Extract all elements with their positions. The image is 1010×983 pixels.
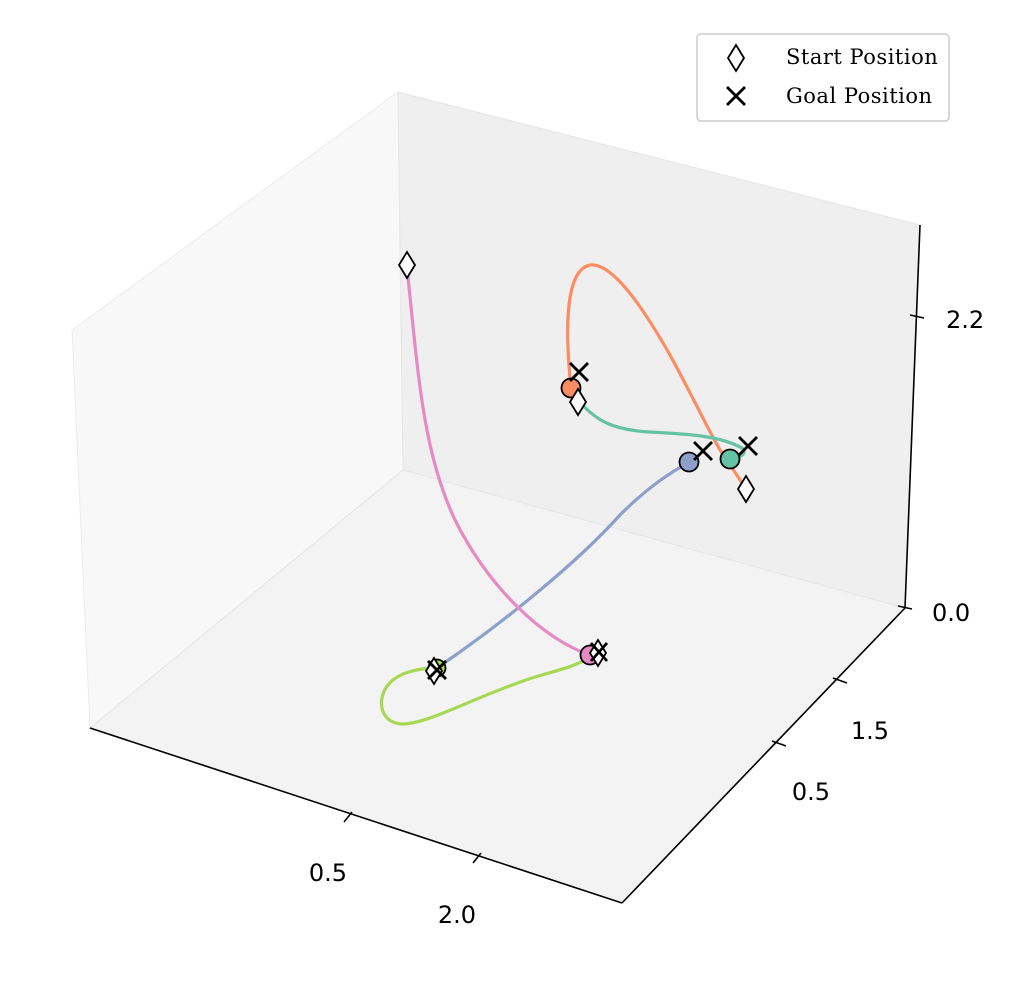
x-axis-line (89, 727, 623, 904)
x-tick-mark (343, 811, 353, 823)
y-tick-label: 1.5 (851, 717, 889, 745)
y-tick-mark (771, 740, 787, 747)
legend-label-start: Start Position (786, 45, 938, 69)
legend-label-goal: Goal Position (786, 84, 933, 108)
current-position-blue (678, 451, 700, 473)
trajectory-green (379, 655, 592, 726)
goal-marker-teal (738, 436, 758, 456)
y-tick-mark (832, 677, 848, 684)
z-tick-mark (897, 605, 913, 610)
start-marker-teal (568, 387, 588, 417)
x-tick-mark (472, 852, 482, 864)
y-tick-label: 0.5 (792, 778, 830, 806)
z-tick-mark (909, 314, 925, 319)
trajectory-teal (576, 398, 746, 461)
y-axis-line (621, 607, 906, 904)
trajectory-blue (435, 460, 691, 670)
z-tick-label: 2.2 (946, 306, 984, 334)
goal-marker-green (427, 660, 447, 680)
diamond-icon (726, 43, 746, 73)
goal-marker-blue (693, 441, 713, 461)
x-tick-label: 0.5 (309, 859, 347, 887)
legend-box (696, 33, 950, 122)
start-marker-orange (736, 474, 756, 504)
x-tick-label: 2.0 (438, 901, 476, 929)
x-icon (726, 86, 746, 106)
z-tick-label: 0.0 (932, 599, 970, 627)
goal-marker-pink (589, 642, 609, 662)
goal-marker-orange (569, 362, 589, 382)
start-marker-pink (397, 250, 417, 280)
legend: Start Position Goal Position (696, 33, 950, 122)
z-axis-line (904, 224, 921, 609)
current-position-teal (719, 448, 741, 470)
trajectory-pink (405, 266, 592, 657)
